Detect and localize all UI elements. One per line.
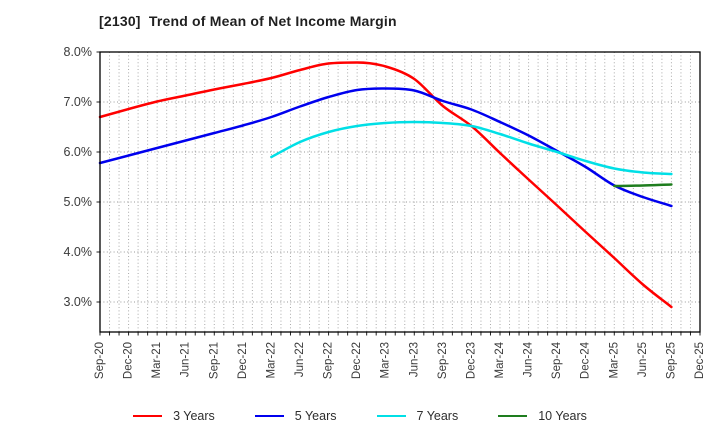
x-tick-label: Dec-23 [465,342,477,379]
y-tick-label: 5.0% [64,195,93,209]
series-line-5-years [98,87,673,208]
x-tick-label: Jun-23 [408,342,420,377]
series-line-7-years [270,120,673,176]
x-tick-label: Mar-25 [608,342,620,378]
x-tick-label: Dec-20 [123,342,135,379]
legend-label-10-years: 10 Years [538,409,587,423]
plot-frame [99,51,701,333]
x-tick-label: Sep-21 [208,342,220,379]
series-line-3-years [98,61,673,309]
y-tick-label: 3.0% [64,295,93,309]
y-tick-label: 7.0% [64,95,93,109]
x-tick-label: Jun-25 [637,342,649,377]
x-tick-label: Mar-24 [494,341,506,378]
x-tick-label: Dec-21 [237,342,249,379]
x-tick-label: Sep-22 [323,342,335,379]
x-tick-label: Mar-22 [265,342,277,378]
x-tick-label: Dec-25 [694,342,706,379]
legend-swatch-7-years [376,414,406,418]
y-tick-label: 4.0% [64,245,93,259]
x-tick-label: Dec-22 [351,342,363,379]
legend-swatch-10-years [498,414,528,418]
x-tick-label: Jun-24 [523,341,535,377]
legend-item-3-years: 3 Years [133,409,215,423]
x-tick-label: Mar-23 [380,342,392,378]
x-tick-label: Dec-24 [580,341,592,379]
legend-swatch-3-years [133,414,163,418]
legend-item-10-years: 10 Years [498,409,587,423]
x-tick-label: Sep-25 [665,342,677,379]
x-tick-label: Mar-21 [151,342,163,378]
series-line-10-years [613,183,673,188]
x-tick-label: Sep-24 [551,341,563,379]
x-tick-label: Sep-20 [94,342,106,379]
x-tick-label: Jun-21 [180,342,192,377]
y-tick-label: 6.0% [64,145,93,159]
y-tick-label: 8.0% [64,45,93,59]
legend-label-5-years: 5 Years [294,409,337,423]
legend-label-3-years: 3 Years [173,409,215,423]
legend-item-7-years: 7 Years [376,409,459,423]
legend-item-5-years: 5 Years [254,409,337,423]
x-tick-label: Sep-23 [437,342,449,379]
legend: 3 Years 5 Years 7 Years 10 Years [0,403,720,429]
chart-title: [2130] Trend of Mean of Net Income Margi… [99,13,397,29]
legend-swatch-5-years [254,414,284,418]
legend-label-7-years: 7 Years [416,409,459,423]
x-tick-label: Jun-22 [294,342,306,377]
